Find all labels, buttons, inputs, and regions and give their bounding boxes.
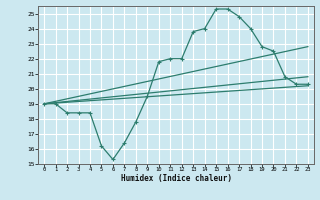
X-axis label: Humidex (Indice chaleur): Humidex (Indice chaleur) [121,174,231,183]
